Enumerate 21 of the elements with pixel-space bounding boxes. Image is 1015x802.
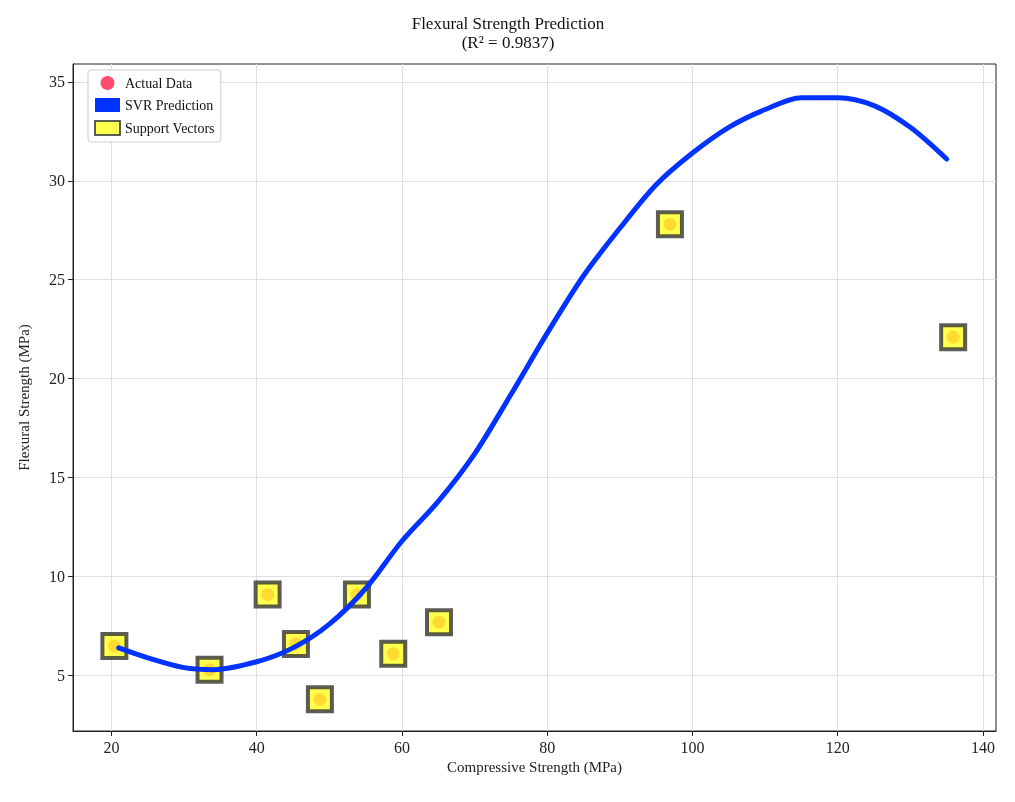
y-tick-label: 20 (49, 370, 65, 388)
x-tick-label: 40 (248, 738, 265, 756)
legend-label: Support Vectors (125, 120, 215, 136)
x-tick-label: 80 (539, 738, 556, 756)
chart-title: Flexural Strength Prediction (411, 14, 605, 33)
y-axis-title: Flexural Strength (MPa) (15, 324, 33, 471)
x-tick-label: 100 (680, 738, 705, 756)
y-tick-label: 25 (49, 271, 65, 289)
x-tick-label: 20 (103, 738, 120, 756)
chart-subtitle: (R² = 0.9837) (461, 33, 555, 52)
y-tick-label: 15 (49, 469, 65, 487)
legend-label: SVR Prediction (125, 97, 214, 113)
legend-label: Actual Data (125, 75, 194, 91)
x-tick-label: 140 (970, 738, 995, 756)
y-tick-label: 5 (57, 667, 65, 685)
x-tick-label: 60 (393, 738, 410, 756)
y-tick-label: 10 (49, 568, 65, 586)
y-tick-label: 35 (49, 73, 65, 91)
x-tick-label: 120 (825, 738, 850, 756)
x-axis-title: Compressive Strength (MPa) (447, 759, 622, 777)
y-tick-label: 30 (49, 172, 65, 190)
